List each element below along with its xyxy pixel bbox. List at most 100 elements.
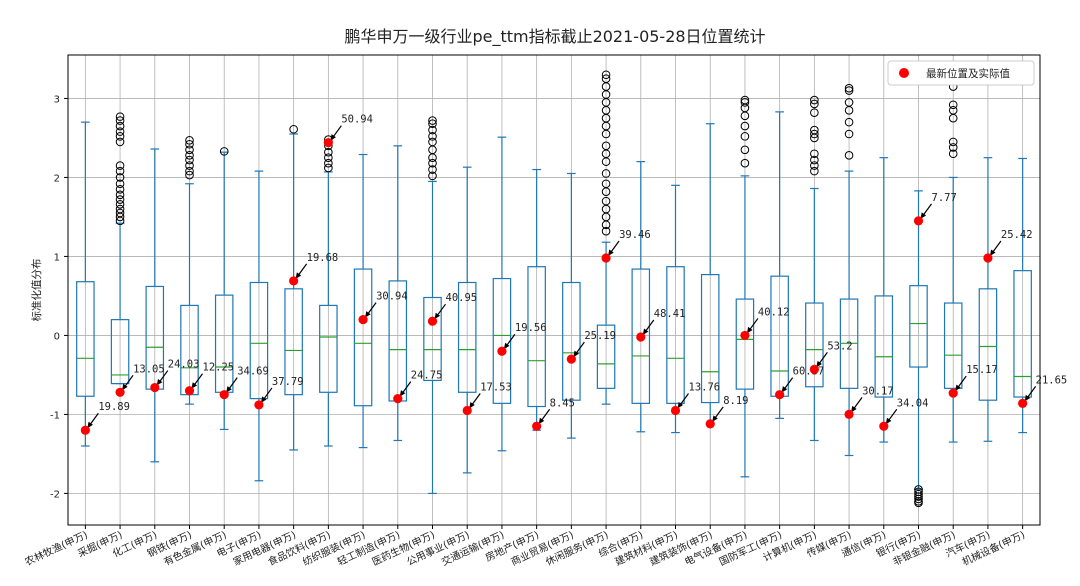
legend-marker-icon [899,68,909,78]
latest-point: 19.56 [497,322,547,356]
flier [844,98,854,107]
arrow-head [851,405,857,413]
flier [115,184,125,194]
latest-point: 21.65 [1018,374,1067,408]
flier [324,158,333,168]
latest-marker [323,138,333,148]
latest-marker [775,390,785,400]
y-tick-label: 3 [54,94,60,105]
flier [844,129,854,139]
latest-marker [948,388,958,398]
boxplot [978,157,998,442]
latest-marker [150,382,160,393]
latest-value-label: 30.94 [376,291,408,303]
latest-point: 24.75 [393,370,442,404]
boxplot [596,70,616,405]
arrow-head [503,342,510,350]
flier [115,208,125,218]
latest-marker [601,253,611,263]
arrow-head [885,417,892,425]
arrow-head [920,212,927,219]
latest-point: 50.94 [323,114,373,148]
flier [740,132,750,141]
latest-point: 8.45 [532,397,575,431]
latest-marker [913,216,924,226]
flier [428,132,437,141]
arrow-head [226,386,232,393]
arrow-head [746,326,753,334]
box-iqr [700,273,720,404]
latest-value-label: 30.17 [862,385,894,397]
box-iqr [319,304,338,393]
legend: 最新位置及实际值 [887,60,1035,86]
latest-marker [983,253,993,263]
flier [428,158,437,168]
latest-point: 24.03 [150,359,199,393]
flier [601,141,611,151]
latest-point: 19.68 [289,252,338,286]
boxplot [1013,157,1032,434]
flier [324,153,333,162]
arrow-head [642,328,649,335]
latest-value-label: 24.75 [411,370,443,382]
latest-marker [705,419,715,429]
y-axis-label: 标准化值分布 [30,259,43,322]
legend-box [887,60,1035,86]
latest-point: 15.17 [948,364,998,398]
latest-value-label: 13.76 [689,381,721,393]
flier [948,100,958,110]
box-iqr [423,296,442,382]
y-tick-label: -1 [50,410,60,421]
box-iqr [874,295,894,398]
flier [810,95,819,105]
latest-value-label: 37.79 [272,376,304,388]
latest-point: 34.69 [219,366,269,400]
boxplot [909,190,928,508]
flier [289,124,298,134]
latest-point: 13.76 [670,381,721,416]
flier [601,179,611,189]
latest-value-label: 60.37 [793,366,825,378]
latest-value-label: 21.65 [1036,374,1068,386]
flier [601,196,611,206]
chart-title: 鹏华申万一级行业pe_ttm指标截止2021-05-28日位置统计 [344,27,765,47]
y-tick-label: 1 [54,252,60,263]
flier [428,171,437,181]
flier [324,147,333,157]
flier [601,169,611,178]
flier [844,151,854,160]
flier [810,155,819,165]
box-iqr [666,266,685,404]
box-iqr [527,266,546,408]
latest-point: 13.05 [115,363,165,397]
latest-marker [566,354,576,364]
latest-marker [358,315,368,325]
latest-value-label: 48.41 [654,308,686,320]
flier [185,166,194,176]
latest-marker [809,364,819,374]
latest-value-label: 40.12 [758,306,790,318]
flier [948,137,958,147]
flier [185,170,194,180]
latest-point: 53.2 [809,340,853,374]
boxplot [284,124,303,451]
box-iqr [631,268,651,404]
arrow-head [434,312,441,320]
flier [115,195,125,204]
latest-point: 48.41 [636,308,685,342]
boxplot [249,170,269,482]
flier [219,147,229,156]
boxplots [76,70,1032,508]
latest-value-label: 19.89 [98,401,130,413]
latest-value-label: 34.69 [237,366,269,378]
latest-value-label: 7.77 [932,192,957,204]
latest-marker [636,332,646,342]
flier [914,498,923,508]
flier [810,99,819,109]
flier [185,155,194,165]
y-axis-ticks: -2 -1 0 1 2 3 [50,94,68,500]
latest-point: 25.42 [983,229,1033,263]
y-tick-label: 0 [54,331,60,342]
latest-marker [184,386,195,396]
